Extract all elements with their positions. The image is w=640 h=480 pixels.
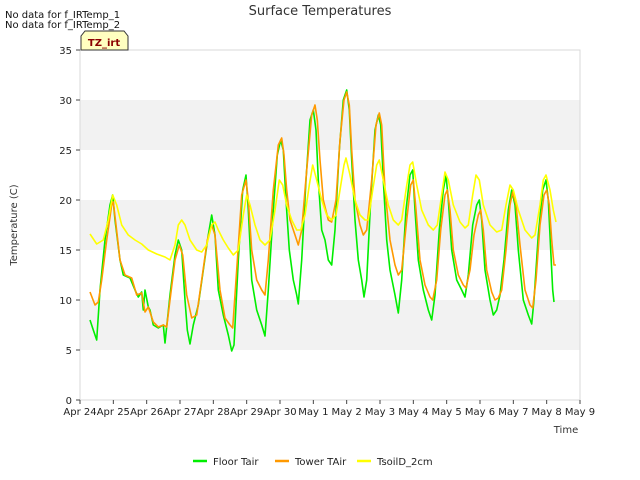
- background-band: [80, 250, 580, 300]
- x-tick-label: Apr 27: [163, 407, 196, 418]
- legend-label: TsoilD_2cm: [376, 457, 433, 468]
- x-tick-label: Apr 26: [130, 407, 163, 418]
- legend-label: Tower TAir: [294, 457, 347, 468]
- x-tick-label: Apr 28: [197, 407, 230, 418]
- x-axis-title: Time: [553, 425, 578, 436]
- x-axis: Apr 24 Apr 25 Apr 26 Apr 27 Apr 28 Apr 29 Apr …: [63, 400, 595, 418]
- y-tick-label: 35: [59, 46, 72, 57]
- series-lines: [89, 89, 557, 352]
- chart-title: Surface Temperatures: [249, 4, 392, 19]
- background-band: [80, 50, 580, 100]
- no-data-message-1: No data for f_IRTemp_1: [5, 10, 120, 21]
- x-tick-label: May 4: [398, 407, 428, 418]
- y-tick-label: 5: [66, 346, 72, 357]
- y-tick-label: 10: [59, 296, 72, 307]
- y-tick-label: 25: [59, 146, 72, 157]
- y-tick-label: 0: [66, 396, 72, 407]
- no-data-message-2: No data for f_IRTemp_2: [5, 20, 120, 31]
- x-tick-label: Apr 29: [230, 407, 263, 418]
- legend: Floor Tair Tower TAir TsoilD_2cm: [193, 457, 433, 468]
- plot-frame: [79, 49, 581, 401]
- x-tick-label: Apr 25: [97, 407, 130, 418]
- background-band: [80, 200, 580, 250]
- x-tick-label: May 8: [532, 407, 562, 418]
- x-tick-label: May 3: [365, 407, 395, 418]
- y-axis: 0 5 10 15 20 25 30 35: [59, 46, 80, 407]
- x-tick-label: May 2: [332, 407, 362, 418]
- x-tick-label: May 6: [465, 407, 495, 418]
- series-line-tower-tair: [89, 91, 556, 329]
- y-tick-label: 20: [59, 196, 72, 207]
- x-tick-label: May 9: [565, 407, 595, 418]
- series-line-tsoild-2cm: [89, 157, 557, 261]
- background-band: [80, 300, 580, 350]
- tz-tag-label: TZ_irt: [88, 38, 120, 49]
- x-tick-label: May 1: [298, 407, 328, 418]
- background-band: [80, 100, 580, 150]
- background-band: [80, 350, 580, 400]
- x-tick-label: May 5: [432, 407, 462, 418]
- y-tick-label: 30: [59, 96, 72, 107]
- legend-label: Floor Tair: [213, 457, 259, 468]
- y-axis-title: Temperature (C): [9, 184, 20, 266]
- background-band: [80, 150, 580, 200]
- x-tick-label: Apr 30: [263, 407, 296, 418]
- x-tick-label: Apr 24: [63, 407, 96, 418]
- background-bands: [80, 50, 580, 400]
- x-tick-label: May 7: [498, 407, 528, 418]
- tz-tag-shape: [80, 30, 129, 51]
- tz-tag: TZ_irt: [80, 30, 129, 51]
- y-tick-label: 15: [59, 246, 72, 257]
